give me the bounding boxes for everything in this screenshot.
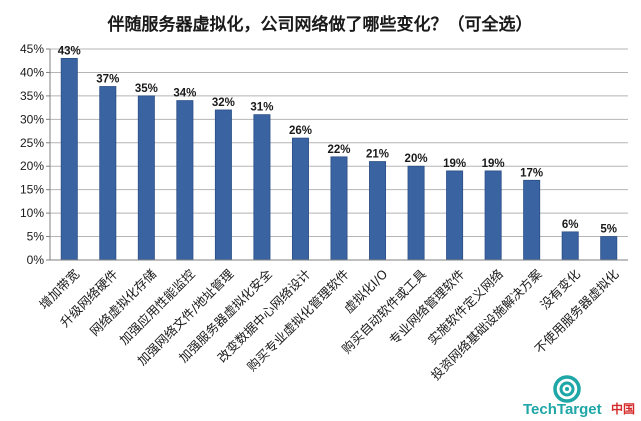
data-label: 37% bbox=[96, 74, 119, 86]
y-tick-label: 25% bbox=[20, 136, 44, 150]
bar bbox=[446, 170, 464, 261]
data-label: 31% bbox=[250, 102, 273, 114]
bar bbox=[99, 86, 117, 261]
y-tick-label: 35% bbox=[20, 89, 44, 103]
data-label: 22% bbox=[327, 144, 350, 156]
bar bbox=[291, 137, 309, 261]
bar bbox=[60, 57, 78, 261]
chart-title: 伴随服务器虚拟化，公司网络做了哪些变化？（可全选） bbox=[107, 14, 533, 35]
bar bbox=[137, 95, 155, 261]
data-label: 26% bbox=[289, 125, 312, 137]
logo-brand-text: TechTarget bbox=[523, 401, 602, 418]
bar bbox=[600, 236, 618, 261]
eye-icon bbox=[553, 375, 581, 403]
y-axis-ticks: 0% 5% 10% 15% 20% 25% 30% 35% 40% 45% bbox=[20, 42, 50, 267]
bar bbox=[214, 109, 232, 261]
bar bbox=[407, 165, 425, 261]
x-tick-label: 网络虚拟化存储 bbox=[87, 266, 159, 338]
data-label: 21% bbox=[366, 149, 389, 161]
data-label: 32% bbox=[212, 97, 235, 109]
x-axis-labels: 增加带宽升级网络硬件网络虚拟化存储加强应用性能监控加强网络文件/地址管理加强服务… bbox=[36, 266, 622, 383]
data-label: 35% bbox=[135, 83, 158, 95]
data-label: 19% bbox=[443, 158, 466, 170]
bar bbox=[330, 156, 348, 261]
techtarget-logo: TechTarget 中国 bbox=[523, 375, 635, 418]
data-labels: 43% 37% 35% 34% 32% 31% 26% 22% 21% 20% 19% 19% 17% 6… bbox=[58, 45, 617, 235]
y-tick-label: 20% bbox=[20, 159, 44, 173]
bar bbox=[176, 100, 194, 261]
logo-region-text: 中国 bbox=[611, 401, 635, 416]
bar bbox=[253, 114, 271, 261]
data-label: 17% bbox=[520, 167, 543, 179]
y-tick-label: 30% bbox=[20, 112, 44, 126]
data-label: 20% bbox=[405, 153, 428, 165]
data-label: 5% bbox=[600, 224, 617, 236]
data-label: 6% bbox=[562, 219, 579, 231]
data-label: 19% bbox=[482, 158, 505, 170]
bar bbox=[523, 179, 541, 261]
bars bbox=[60, 57, 618, 261]
data-label: 34% bbox=[173, 88, 196, 100]
bar bbox=[561, 231, 579, 261]
y-tick-label: 5% bbox=[27, 230, 45, 244]
y-tick-label: 40% bbox=[20, 65, 44, 79]
y-tick-label: 10% bbox=[20, 206, 44, 220]
y-tick-label: 45% bbox=[20, 42, 44, 56]
bar bbox=[369, 161, 387, 261]
y-tick-label: 15% bbox=[20, 183, 44, 197]
bar bbox=[484, 170, 502, 261]
y-tick-label: 0% bbox=[27, 253, 45, 267]
data-label: 43% bbox=[58, 45, 81, 57]
